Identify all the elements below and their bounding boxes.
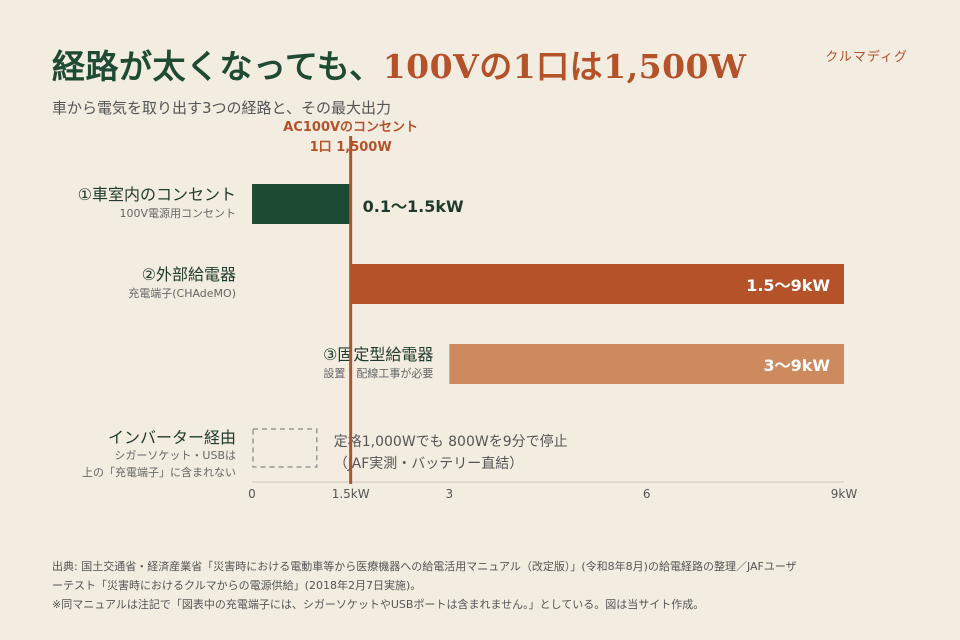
source-note: 出典: 国土交通省・経済産業省「災害時における電動車等から医療機器への給電活用マ… — [52, 557, 912, 614]
title-main: 経路が太くなっても、 — [52, 47, 383, 86]
bar-category-label-4: インバーター経由 — [108, 428, 236, 447]
bar-1 — [252, 184, 351, 224]
page-subtitle: 車から電気を取り出す3つの経路と、その最大出力 — [52, 99, 391, 117]
source-line-3: ※同マニュアルは注記で「図表中の充電端子には、シガーソケットやUSBポートは含ま… — [52, 598, 705, 611]
brand-logo: クルマディグ — [825, 50, 908, 65]
bar-category-label-3: ③固定型給電器 — [323, 345, 433, 364]
bar-value-label-4: 定格1,000Wでも 800Wを9分で停止 — [334, 433, 568, 450]
source-line-1: 出典: 国土交通省・経済産業省「災害時における電動車等から医療機器への給電活用マ… — [52, 560, 797, 573]
title-accent: 100Vの1口は1,500W — [382, 47, 747, 86]
bar-2 — [350, 264, 844, 304]
reference-line-sublabel: 1口 1,500W — [310, 140, 392, 155]
bar-category-sublabel2-4: 上の「充電端子」に含まれない — [82, 465, 236, 479]
source-line-2: ーテスト「災害時におけるクルマからの電源供給」(2018年2月7日実施)。 — [52, 579, 422, 592]
x-tick-label-2: 3 — [446, 487, 454, 501]
bar-3 — [449, 344, 844, 384]
bar-value-label-1: 0.1〜1.5kW — [363, 197, 464, 216]
bar-category-label-2: ②外部給電器 — [142, 265, 236, 284]
x-tick-label-1: 1.5kW — [332, 487, 370, 501]
x-tick-label-4: 9kW — [831, 487, 858, 501]
bar-category-sublabel-1: 100V電源用コンセント — [119, 206, 236, 220]
bar-value-label-2: 1.5〜9kW — [746, 276, 830, 295]
bar-category-sublabel-4: シガーソケット・USBは — [114, 449, 236, 462]
reference-line-label: AC100Vのコンセント — [283, 120, 418, 135]
bar-value-label2-4: （JAF実測・バッテリー直結） — [334, 455, 524, 472]
x-tick-label-3: 6 — [643, 487, 651, 501]
x-tick-label-0: 0 — [248, 487, 256, 501]
page-title: 経路が太くなっても、100Vの1口は1,500W — [52, 40, 747, 88]
bar-value-label-3: 3〜9kW — [763, 356, 830, 375]
bar-4 — [252, 428, 318, 468]
bar-category-sublabel-3: 設置・配線工事が必要 — [323, 366, 433, 380]
bar-category-sublabel-2: 充電端子(CHAdeMO) — [128, 286, 236, 300]
bar-category-label-1: ①車室内のコンセント — [78, 185, 236, 204]
